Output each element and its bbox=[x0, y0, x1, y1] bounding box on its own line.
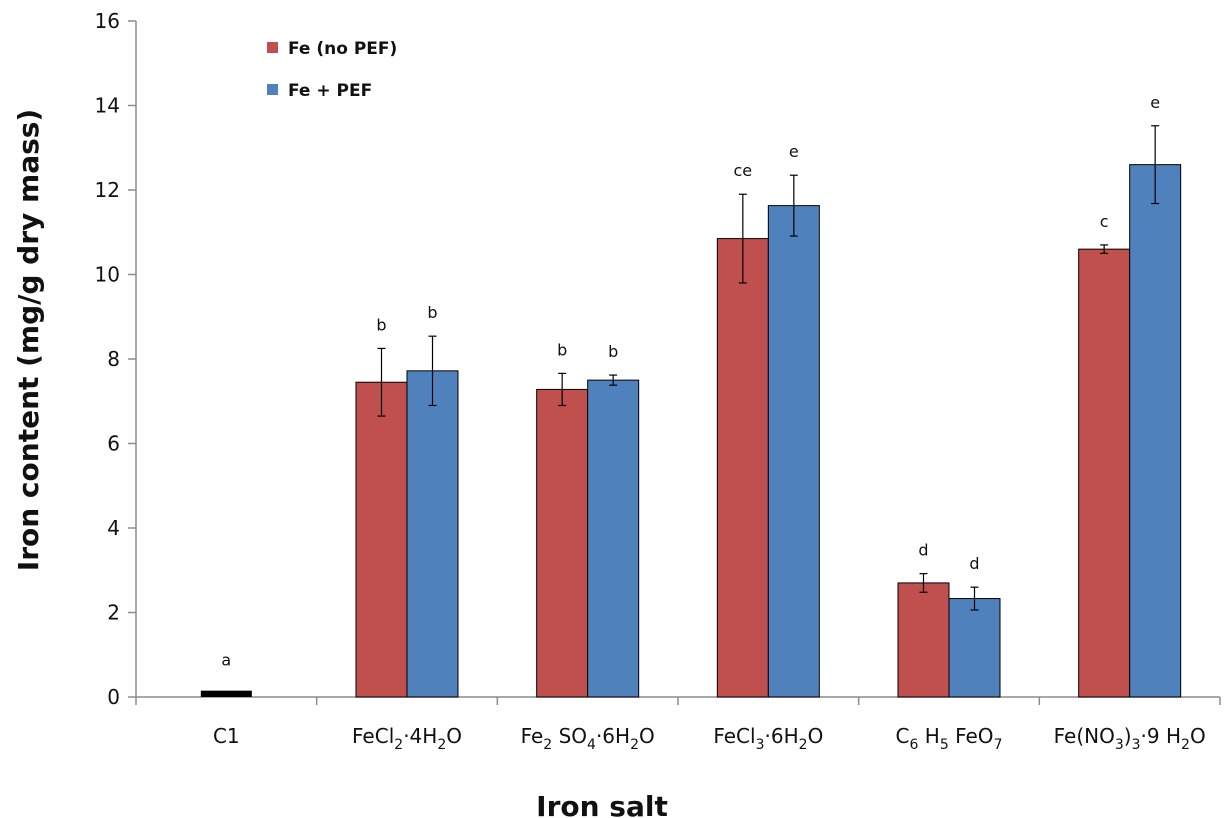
y-tick-label: 12 bbox=[95, 178, 120, 202]
error-bars bbox=[377, 125, 1160, 611]
x-axis-title: Iron salt bbox=[536, 790, 668, 818]
x-category-label: FeCl2·4H2O bbox=[352, 724, 462, 753]
bar-pef bbox=[406, 370, 459, 698]
legend-label-no-pef: Fe (no PEF) bbox=[288, 39, 397, 59]
bar-pef bbox=[767, 205, 820, 698]
y-tick-label: 14 bbox=[95, 94, 120, 118]
significance-letter: d bbox=[918, 541, 928, 560]
x-category-label: Fe2 SO4·6H2O bbox=[521, 724, 655, 753]
x-category-label: C1 bbox=[213, 724, 240, 748]
significance-letter: d bbox=[969, 554, 979, 573]
bars bbox=[200, 164, 1182, 698]
legend: Fe (no PEF) Fe + PEF bbox=[267, 39, 397, 101]
bar-no-pef bbox=[536, 388, 589, 698]
y-tick-label: 16 bbox=[95, 9, 120, 33]
significance-letter: b bbox=[376, 315, 386, 334]
legend-label-pef: Fe + PEF bbox=[288, 81, 372, 101]
bar-control bbox=[200, 690, 252, 697]
legend-swatch-pef bbox=[267, 84, 278, 95]
x-axis: C1 FeCl2·4H2O Fe2 SO4·6H2O FeCl3·6H2O C6 H5 … bbox=[135, 696, 1221, 753]
significance-letters: a b b ce d c b b e d e bbox=[221, 93, 1160, 670]
y-axis: 0 2 4 6 8 10 12 14 16 bbox=[95, 9, 137, 709]
significance-letter: c bbox=[1100, 212, 1109, 231]
y-tick-label: 8 bbox=[107, 347, 120, 371]
y-axis-title: Iron content (mg/g dry mass) bbox=[12, 109, 45, 571]
bar-pef bbox=[587, 379, 640, 698]
significance-letter: b bbox=[608, 342, 618, 361]
y-tick-label: 4 bbox=[107, 516, 120, 540]
bar-no-pef bbox=[897, 582, 950, 698]
significance-letter: e bbox=[1150, 93, 1160, 112]
bar-pef bbox=[948, 598, 1001, 698]
significance-letter: b bbox=[557, 340, 567, 359]
x-category-label: FeCl3·6H2O bbox=[713, 724, 823, 753]
significance-letter: b bbox=[427, 303, 437, 322]
bar-pef bbox=[1129, 164, 1182, 698]
significance-letter: a bbox=[221, 651, 231, 670]
significance-letter: e bbox=[789, 142, 799, 161]
bar-no-pef bbox=[716, 238, 769, 698]
y-tick-label: 2 bbox=[107, 601, 120, 625]
significance-letter: ce bbox=[734, 161, 753, 180]
x-category-label: C6 H5 FeO7 bbox=[896, 724, 1003, 753]
y-tick-label: 0 bbox=[107, 685, 120, 709]
x-category-label: Fe(NO3)3·9 H2O bbox=[1054, 724, 1206, 753]
legend-swatch-no-pef bbox=[267, 42, 278, 53]
y-tick-label: 10 bbox=[95, 263, 120, 287]
y-tick-label: 6 bbox=[107, 432, 120, 456]
bar-no-pef bbox=[1078, 248, 1131, 698]
bar-no-pef bbox=[355, 381, 408, 698]
